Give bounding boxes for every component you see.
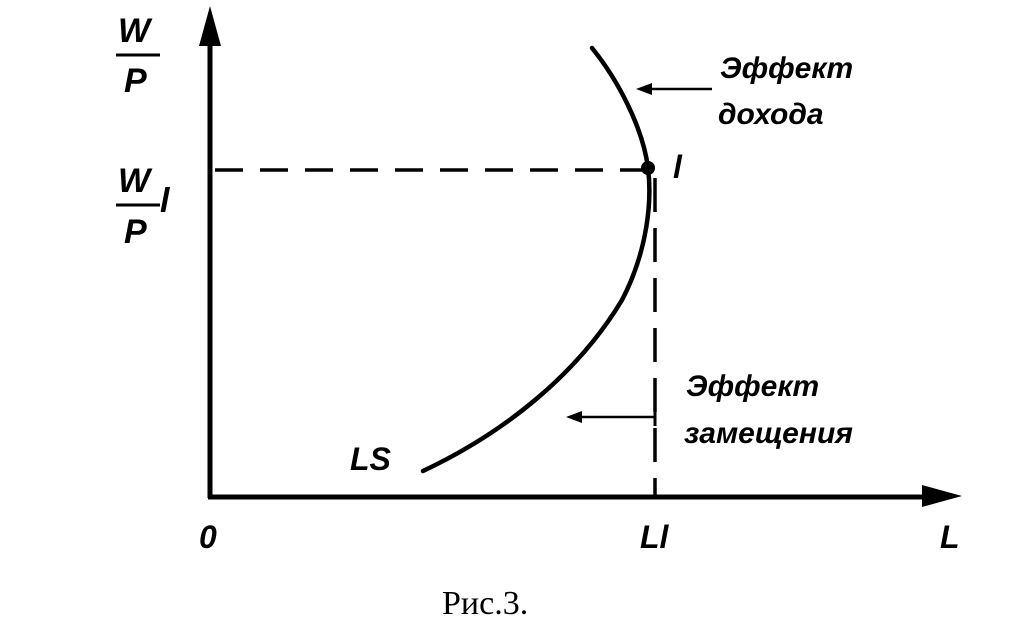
y-tick-label-subscript: l [160, 182, 171, 220]
income-effect-arrowhead [636, 83, 652, 95]
y-tick-label-numerator: W [118, 162, 153, 200]
y-axis-label-numerator: W [118, 12, 153, 50]
curve-label: LS [350, 441, 392, 477]
y-axis-label-denominator: P [124, 62, 147, 100]
x-tick-label: Ll [640, 519, 670, 555]
x-axis-arrowhead [922, 485, 962, 507]
x-axis-label: L [940, 519, 960, 555]
income-effect-label-line1: Эффект [720, 52, 853, 85]
labor-supply-curve [420, 45, 652, 474]
figure-caption: Рис.3. [442, 585, 528, 622]
origin-label: 0 [199, 519, 217, 555]
substitution-effect-arrowhead [566, 411, 582, 423]
equilibrium-point [641, 161, 655, 175]
substitution-effect-label-line2: замещения [684, 417, 853, 450]
point-label: l [673, 149, 683, 185]
y-tick-label-denominator: P [124, 213, 147, 251]
y-axis-arrowhead [199, 6, 221, 46]
income-effect-label-line2: дохода [718, 98, 824, 131]
substitution-effect-label-line1: Эффект [686, 370, 819, 403]
